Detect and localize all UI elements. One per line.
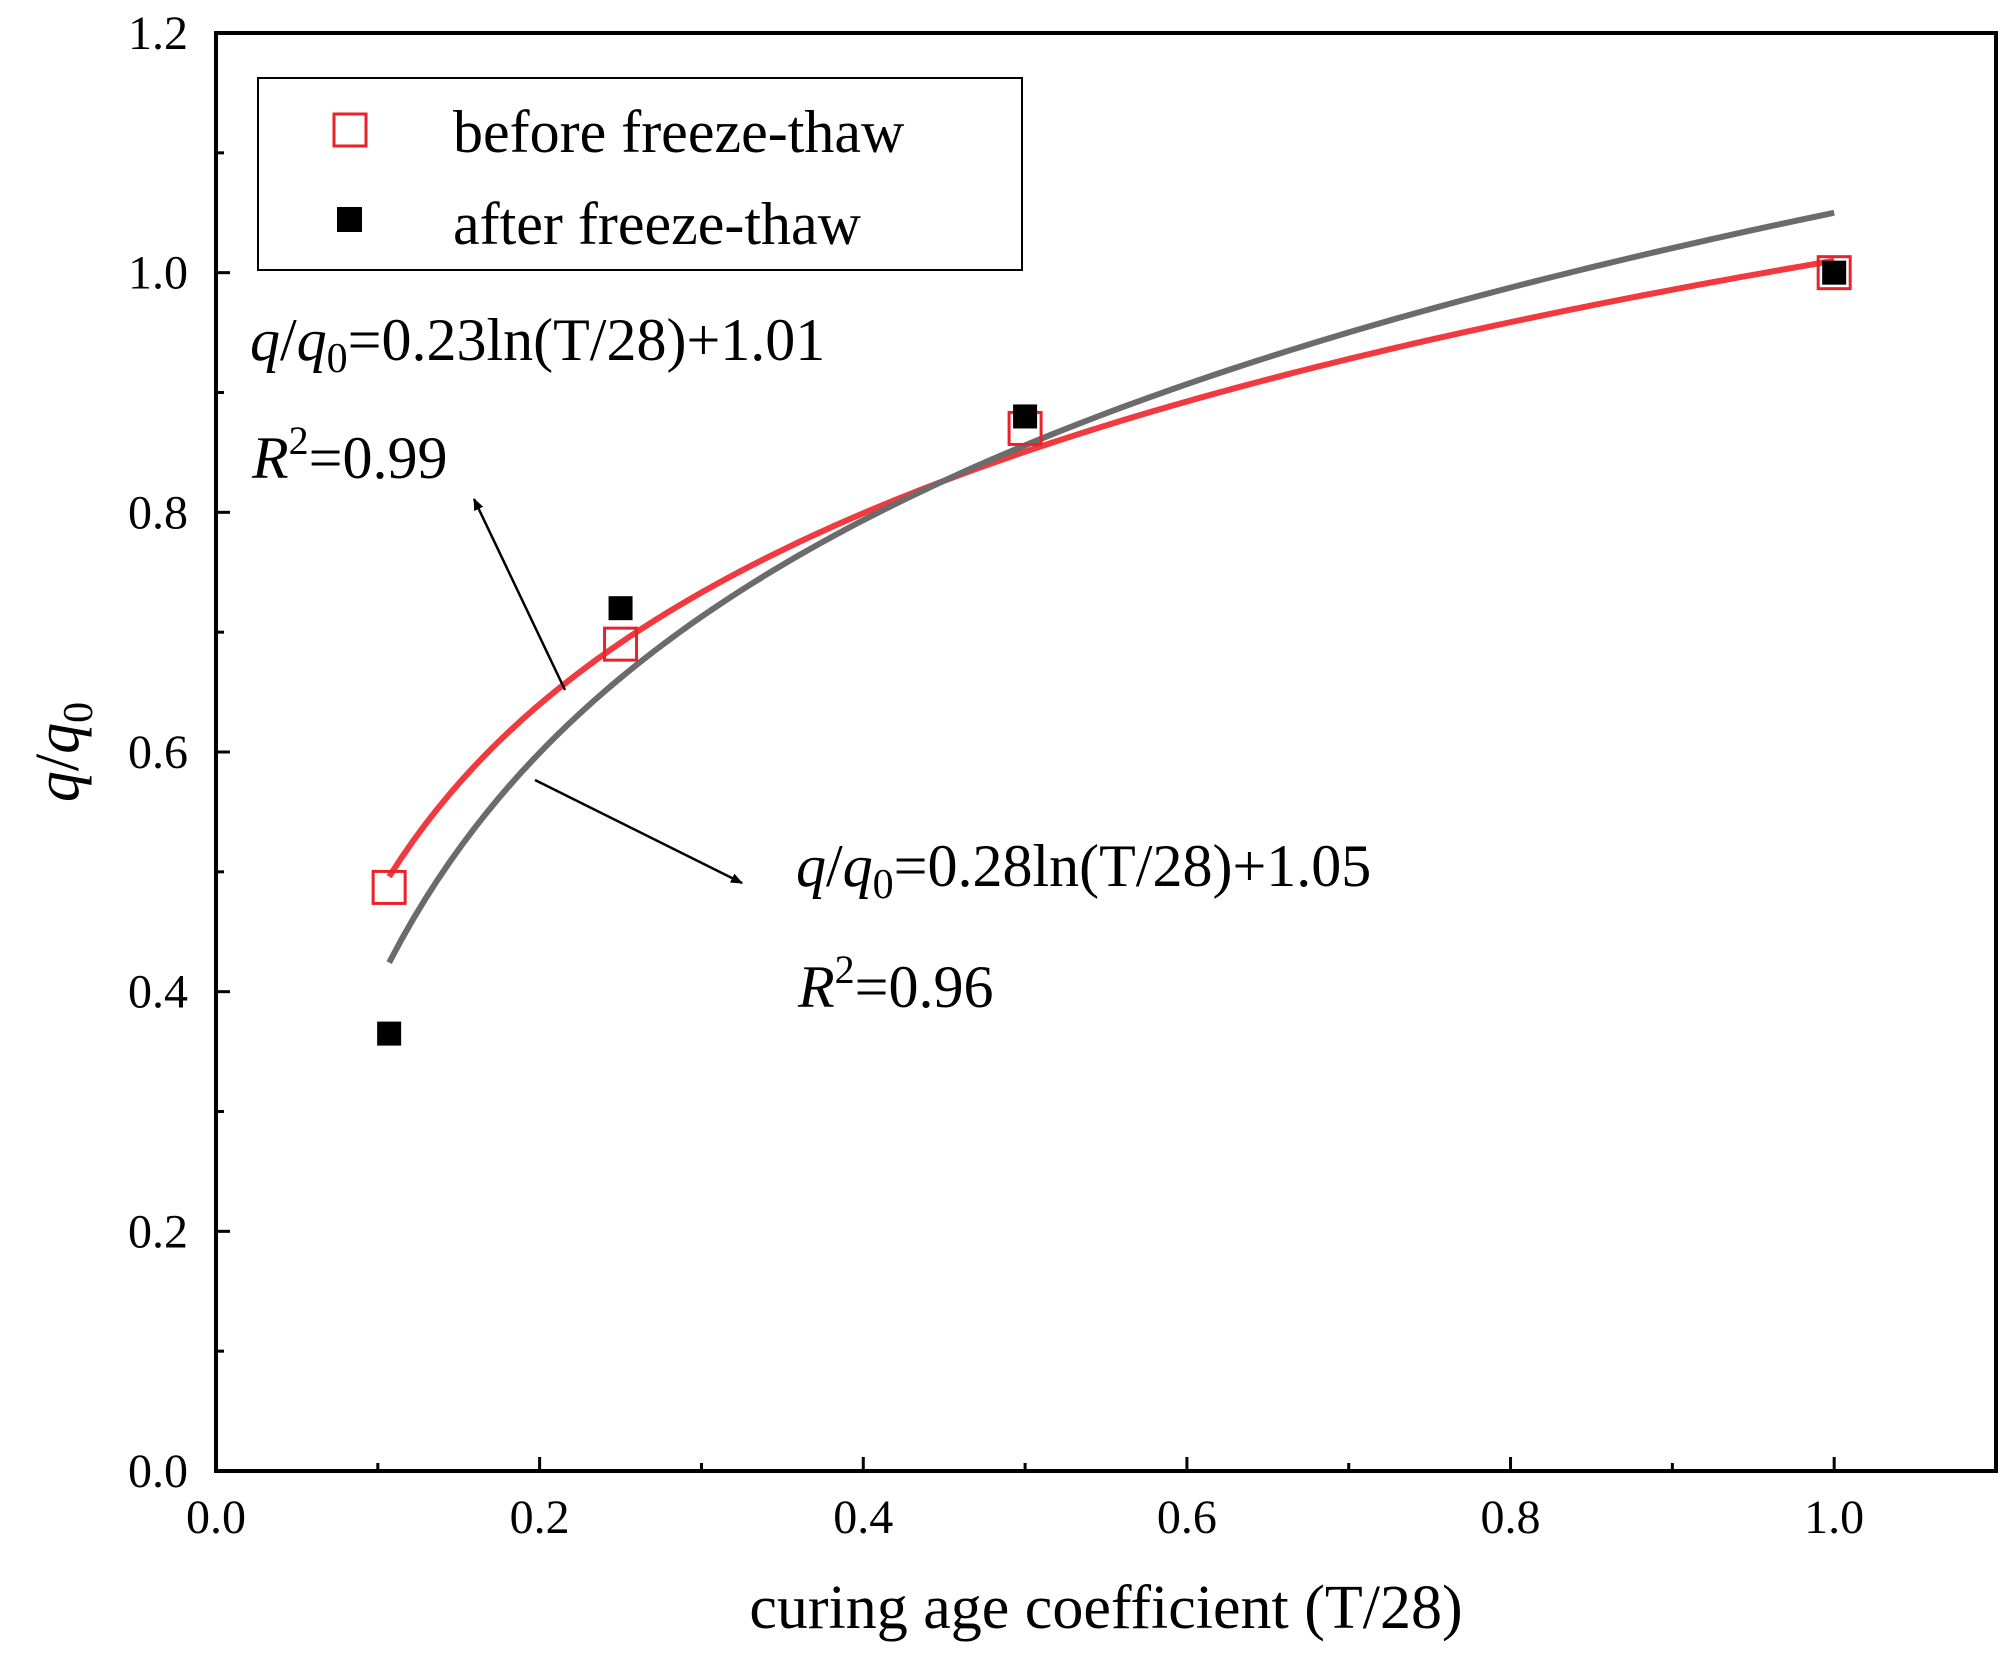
fit-curve-after-freeze-thaw	[386, 209, 1835, 965]
y-tick-label: 0.6	[128, 726, 188, 779]
data-point-after-freeze-thaw	[608, 596, 633, 621]
data-point-before-freeze-thaw	[603, 626, 639, 662]
legend-box	[257, 77, 1023, 271]
y-tick-label: 1.0	[128, 247, 188, 300]
x-tick-label: 1.0	[1804, 1491, 1864, 1544]
legend-label-before-freeze-thaw: before freeze-thaw	[453, 99, 905, 165]
x-tick-label: 0.8	[1481, 1491, 1541, 1544]
x-tick-label: 0.0	[186, 1491, 246, 1544]
annotation-arrow-after	[534, 778, 743, 885]
data-point-before-freeze-thaw	[1816, 255, 1852, 291]
equation-after-freeze-thaw: q/q0=0.28ln(T/28)+1.05	[796, 833, 1371, 908]
legend-label-after-freeze-thaw: after freeze-thaw	[453, 191, 862, 257]
x-tick-label: 0.2	[510, 1491, 570, 1544]
r2-after-freeze-thaw: R2=0.96	[797, 947, 994, 1020]
y-axis-title: q/q0	[24, 702, 102, 802]
y-tick-label: 0.8	[128, 486, 188, 539]
data-point-after-freeze-thaw	[1013, 404, 1038, 429]
r2-before-freeze-thaw: R2=0.99	[251, 418, 448, 491]
y-tick-label: 0.0	[128, 1445, 188, 1498]
data-point-after-freeze-thaw	[377, 1021, 402, 1046]
legend: before freeze-thaw after freeze-thaw	[257, 77, 1023, 271]
data-point-after-freeze-thaw	[1822, 260, 1847, 285]
x-axis-title: curing age coefficient (T/28)	[749, 1574, 1462, 1642]
x-tick-label: 0.4	[833, 1491, 893, 1544]
legend-marker-after-freeze-thaw	[337, 207, 362, 232]
annotation-arrow-before	[472, 498, 567, 691]
x-tick-label: 0.6	[1157, 1491, 1217, 1544]
fit-curve-before-freeze-thaw	[386, 257, 1835, 879]
y-tick-label: 0.4	[128, 966, 188, 1019]
legend-marker-before-freeze-thaw	[332, 112, 368, 148]
equation-before-freeze-thaw: q/q0=0.23ln(T/28)+1.01	[250, 307, 825, 382]
y-tick-label: 1.2	[128, 7, 188, 60]
y-tick-label: 0.2	[128, 1205, 188, 1258]
data-point-before-freeze-thaw	[371, 869, 407, 905]
